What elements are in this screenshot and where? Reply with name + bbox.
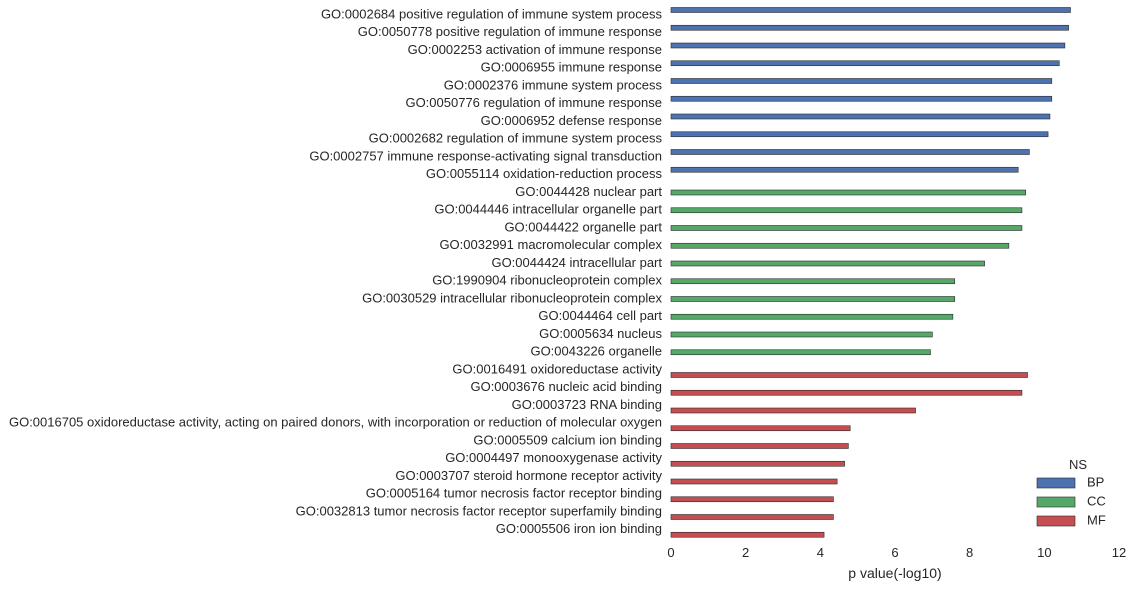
bar-cc (670, 242, 1010, 249)
category-label: GO:0032991 macromolecular complex (439, 237, 662, 252)
x-tick-label: 0 (667, 545, 674, 560)
legend-title: NS (1069, 457, 1087, 472)
bar-bp (670, 7, 1071, 13)
category-label: GO:0005164 tumor necrosis factor recepto… (366, 486, 662, 501)
bar-cc (670, 260, 985, 267)
bar-mf (670, 460, 845, 467)
bar-mf (670, 531, 825, 538)
bar-mf (670, 514, 834, 520)
legend-label-mf: MF (1087, 512, 1106, 527)
bar-bp (670, 131, 1049, 138)
category-label: GO:0006952 defense response (481, 113, 662, 128)
bar-cc (670, 349, 931, 356)
legend-label-bp: BP (1087, 474, 1104, 489)
bar-bp (670, 166, 1019, 173)
category-label: GO:0005509 calcium ion binding (473, 432, 662, 447)
bar-mf (670, 407, 916, 414)
bar-cc (670, 296, 956, 302)
x-axis-title: p value(-log10) (848, 565, 941, 581)
bar-cc (670, 278, 956, 285)
category-label: GO:0003723 RNA binding (512, 397, 662, 412)
bar-cc (670, 331, 933, 338)
category-label: GO:0044428 nuclear part (515, 184, 662, 199)
legend: NS BP CC MF (1036, 457, 1106, 527)
legend-label-cc: CC (1087, 493, 1106, 508)
category-label: GO:0050776 regulation of immune response (405, 95, 662, 110)
category-label: GO:0016705 oxidoreductase activity, acti… (9, 415, 662, 430)
legend-swatch-mf (1036, 515, 1076, 527)
legend-swatch-cc (1036, 496, 1076, 508)
bar-mf (670, 443, 849, 449)
legend-swatch-bp (1036, 477, 1076, 489)
category-label: GO:0044464 cell part (538, 308, 662, 323)
category-label: GO:0004497 monooxygenase activity (445, 450, 662, 465)
category-label: GO:0043226 organelle (530, 344, 662, 359)
x-tick-label: 12 (1112, 545, 1126, 560)
bar-mf (670, 389, 1023, 396)
bar-bp (670, 42, 1066, 49)
bar-bp (670, 149, 1030, 155)
x-axis-ticks: 0 2 4 6 8 10 12 (667, 545, 1126, 560)
category-label: GO:0002253 activation of immune response (408, 42, 662, 57)
bar-cc (670, 207, 1023, 214)
category-label: GO:0055114 oxidation-reduction process (426, 166, 663, 181)
category-label: GO:0002684 positive regulation of immune… (321, 6, 663, 21)
bar-cc (670, 225, 1023, 231)
bar-bp (670, 113, 1051, 120)
x-tick-label: 8 (966, 545, 973, 560)
bar-bp (670, 60, 1060, 67)
x-tick-label: 6 (891, 545, 898, 560)
category-label: GO:0044424 intracellular part (491, 255, 662, 270)
category-label: GO:0050778 positive regulation of immune… (358, 24, 662, 39)
category-label: GO:0005506 iron ion binding (496, 521, 662, 536)
category-label: GO:0030529 intracellular ribonucleoprote… (362, 290, 662, 305)
category-label: GO:0016491 oxidoreductase activity (452, 361, 662, 376)
category-label: GO:0002757 immune response-activating si… (309, 148, 662, 163)
x-tick-label: 10 (1037, 545, 1051, 560)
x-tick-label: 2 (742, 545, 749, 560)
category-label: GO:0003707 steroid hormone receptor acti… (395, 468, 662, 483)
bar-cc (670, 313, 954, 320)
category-label: GO:0002682 regulation of immune system p… (369, 131, 663, 146)
bar-mf (670, 372, 1028, 378)
bar-bp (670, 95, 1053, 102)
category-label: GO:0005634 nucleus (539, 326, 662, 341)
category-label: GO:0032813 tumor necrosis factor recepto… (296, 503, 662, 518)
bar-bp (670, 78, 1053, 84)
bars-layer (670, 7, 1071, 538)
x-tick-label: 4 (817, 545, 824, 560)
category-label: GO:0003676 nucleic acid binding (470, 379, 662, 394)
category-label: GO:1990904 ribonucleoprotein complex (432, 273, 662, 288)
category-label: GO:0006955 immune response (481, 60, 662, 75)
category-label: GO:0044422 organelle part (504, 219, 662, 234)
bar-bp (670, 24, 1069, 31)
bar-cc (670, 189, 1026, 196)
category-labels: GO:0002684 positive regulation of immune… (9, 6, 663, 536)
bar-mf (670, 496, 834, 503)
bar-mf (670, 478, 838, 485)
category-label: GO:0002376 immune system process (444, 77, 663, 92)
category-label: GO:0044446 intracellular organelle part (434, 202, 662, 217)
bar-mf (670, 425, 851, 432)
